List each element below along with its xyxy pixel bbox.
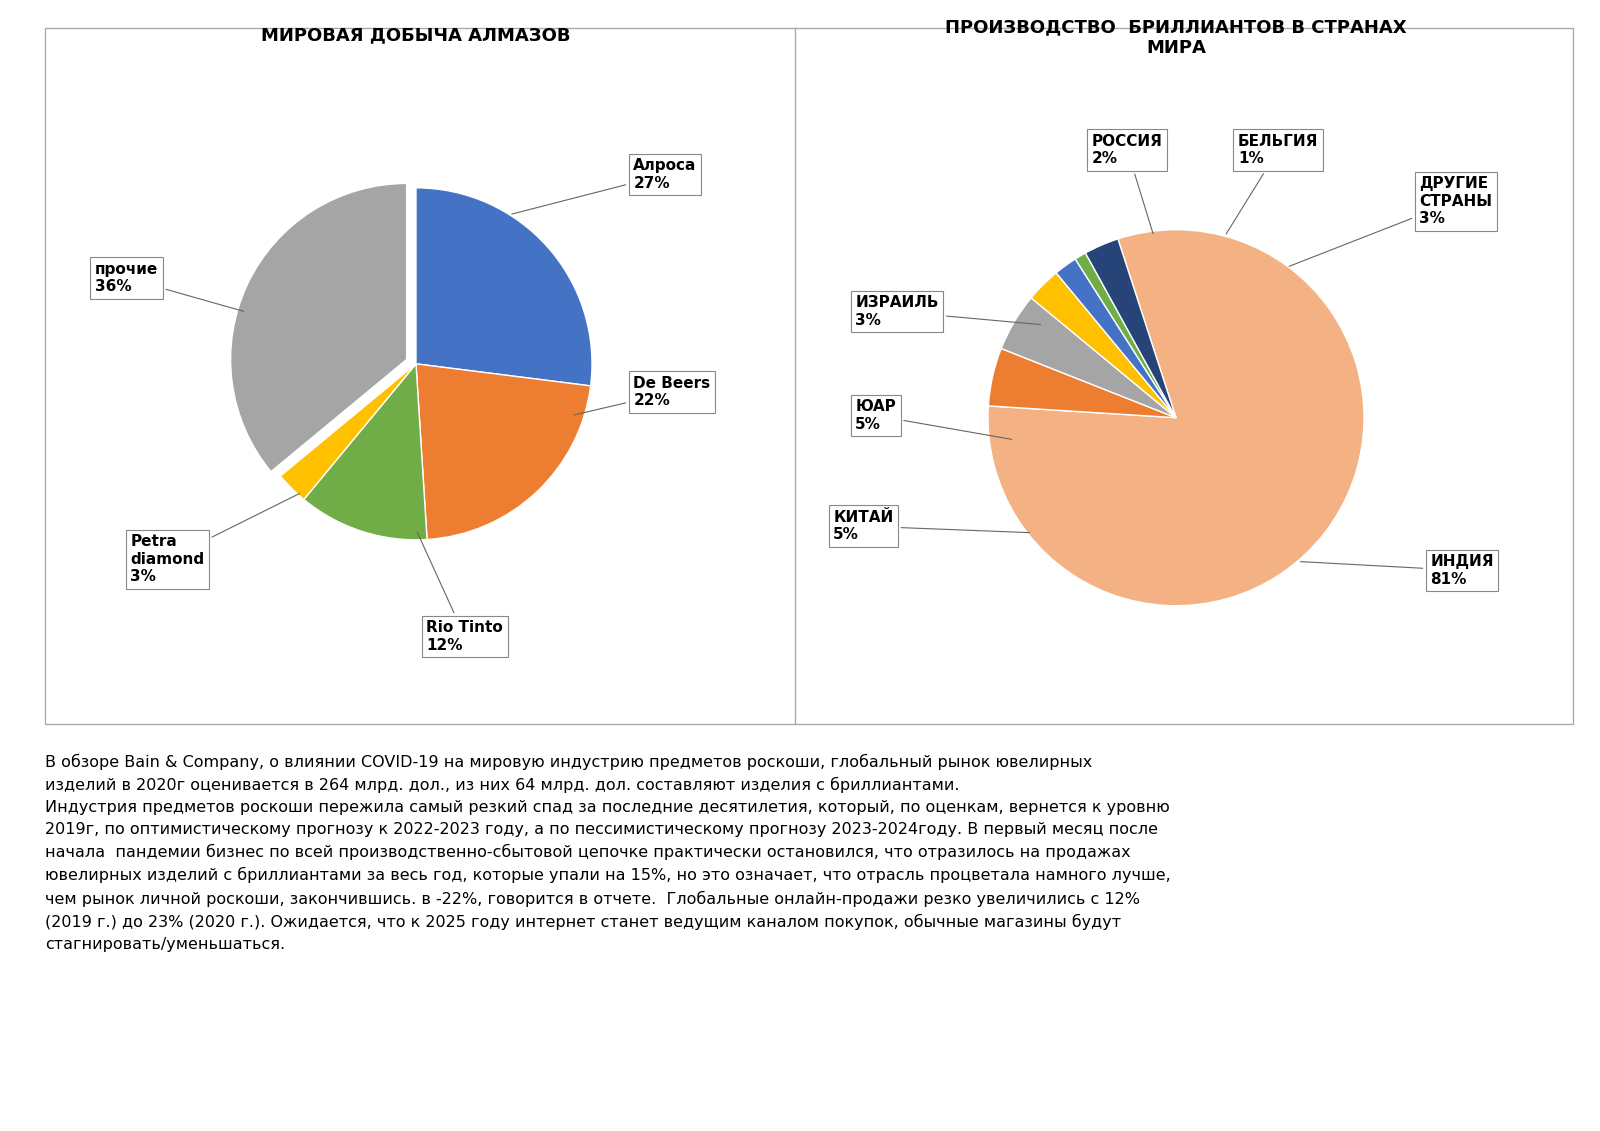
Text: ЮАР
5%: ЮАР 5%	[856, 399, 1011, 439]
Wedge shape	[1075, 253, 1176, 417]
Text: ИНДИЯ
81%: ИНДИЯ 81%	[1301, 554, 1494, 587]
Wedge shape	[304, 364, 427, 539]
Wedge shape	[416, 188, 592, 386]
Text: РОССИЯ
2%: РОССИЯ 2%	[1091, 133, 1163, 234]
Text: В обзоре Bain & Company, о влиянии COVID-19 на мировую индустрию предметов роско: В обзоре Bain & Company, о влиянии COVID…	[45, 754, 1171, 952]
Wedge shape	[1056, 259, 1176, 417]
Text: БЕЛЬГИЯ
1%: БЕЛЬГИЯ 1%	[1226, 133, 1318, 234]
Text: КИТАЙ
5%: КИТАЙ 5%	[834, 510, 1029, 543]
Text: прочие
36%: прочие 36%	[94, 262, 243, 311]
Wedge shape	[1085, 239, 1176, 417]
Text: ДРУГИЕ
СТРАНЫ
3%: ДРУГИЕ СТРАНЫ 3%	[1290, 176, 1493, 266]
Wedge shape	[1002, 297, 1176, 417]
Wedge shape	[230, 183, 406, 472]
Text: Rio Tinto
12%: Rio Tinto 12%	[418, 532, 502, 653]
Text: De Beers
22%: De Beers 22%	[574, 375, 710, 415]
Wedge shape	[989, 348, 1176, 417]
Title: ПРОИЗВОДСТВО  БРИЛЛИАНТОВ В СТРАНАХ
МИРА: ПРОИЗВОДСТВО БРИЛЛИАНТОВ В СТРАНАХ МИРА	[946, 18, 1406, 58]
Text: Алроса
27%: Алроса 27%	[512, 158, 696, 214]
Text: ИЗРАИЛЬ
3%: ИЗРАИЛЬ 3%	[856, 295, 1040, 328]
Wedge shape	[280, 364, 416, 500]
Wedge shape	[989, 230, 1363, 606]
Text: Petra
diamond
3%: Petra diamond 3%	[130, 493, 299, 585]
Wedge shape	[1030, 273, 1176, 417]
Wedge shape	[416, 364, 590, 539]
Title: МИРОВАЯ ДОБЫЧА АЛМАЗОВ: МИРОВАЯ ДОБЫЧА АЛМАЗОВ	[261, 27, 571, 45]
